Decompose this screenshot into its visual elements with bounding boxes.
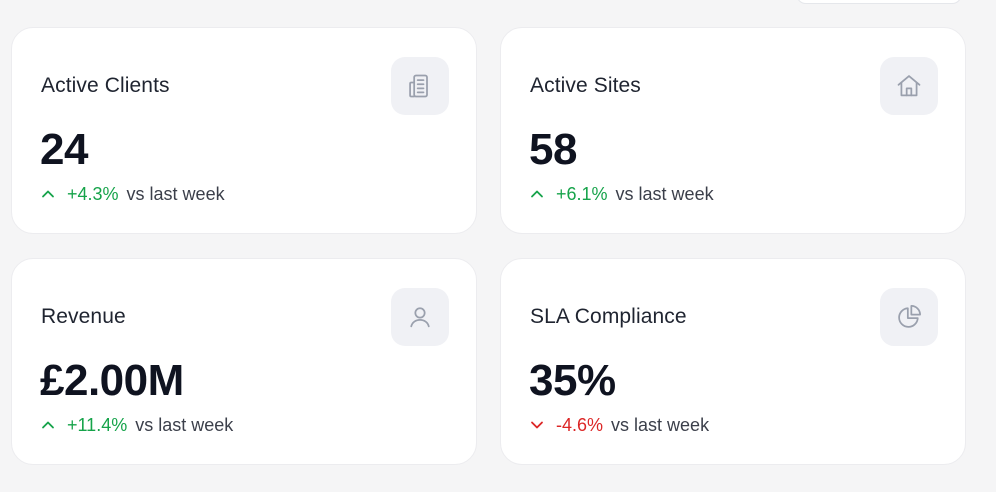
arrow-up-icon [42, 421, 54, 429]
stat-card-active-clients: Active Clients 24 +4.3% vs last week [11, 27, 477, 234]
trend-percent: -4.6% [556, 415, 604, 435]
trend-row: +6.1% vs last week [530, 183, 714, 205]
card-value: 35% [529, 356, 616, 405]
card-value: 58 [529, 125, 577, 174]
card-title: SLA Compliance [530, 305, 687, 328]
card-title: Revenue [41, 305, 126, 328]
stat-card-sla-compliance: SLA Compliance 35% -4.6% vs last week [500, 258, 966, 465]
trend-percent: +11.4% [67, 415, 128, 435]
card-value: 24 [40, 125, 88, 174]
trend-suffix: vs last week [611, 415, 710, 435]
trend-suffix: vs last week [126, 184, 225, 204]
arrow-down-icon [531, 421, 543, 429]
trend-row: -4.6% vs last week [530, 414, 709, 436]
stat-card-revenue: Revenue £2.00M +11.4% vs last week [11, 258, 477, 465]
arrow-up-icon [531, 190, 543, 198]
stat-card-active-sites: Active Sites 58 +6.1% vs last week [500, 27, 966, 234]
card-value: £2.00M [40, 356, 184, 405]
trend-percent: +6.1% [556, 184, 608, 204]
trend-row: +4.3% vs last week [41, 183, 225, 205]
trend-suffix: vs last week [615, 184, 714, 204]
building-icon [391, 57, 449, 115]
trend-row: +11.4% vs last week [41, 414, 233, 436]
arrow-up-icon [42, 190, 54, 198]
top-dropdown[interactable] [796, 0, 962, 4]
pie-chart-icon [880, 288, 938, 346]
trend-percent: +4.3% [67, 184, 119, 204]
home-icon [880, 57, 938, 115]
card-title: Active Clients [41, 74, 170, 97]
trend-suffix: vs last week [135, 415, 234, 435]
card-title: Active Sites [530, 74, 641, 97]
user-icon [391, 288, 449, 346]
